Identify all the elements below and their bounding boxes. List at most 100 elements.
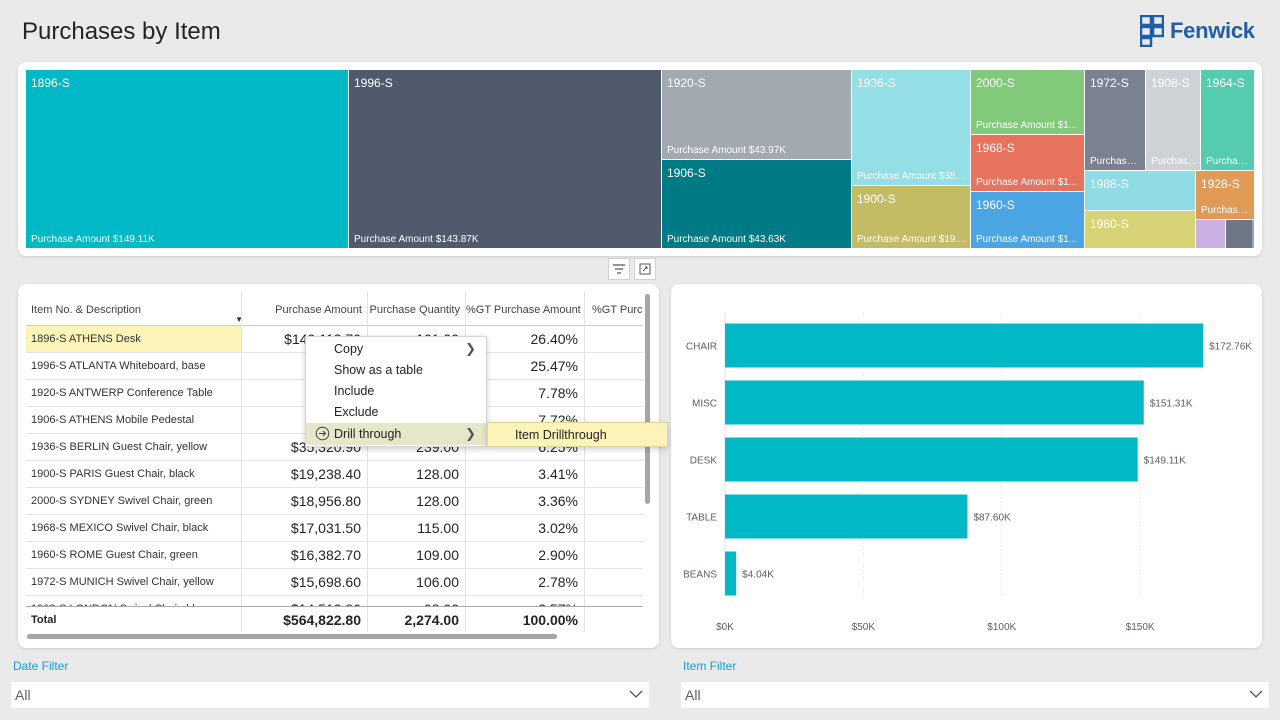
row-description: 1908-S LONDON Swivel Chair, blue: [26, 596, 242, 606]
treemap-tile-label: 1968-S: [976, 141, 1015, 155]
column-header-quantity[interactable]: Purchase Quantity: [368, 292, 466, 326]
table-row[interactable]: 1900-S PARIS Guest Chair, black $19,238.4…: [26, 461, 643, 488]
row-pct-amount: 3.02%: [466, 515, 585, 541]
table-row[interactable]: 2000-S SYDNEY Swivel Chair, green $18,956…: [26, 488, 643, 515]
treemap-tile-value: Purchase Amount $1...: [976, 120, 1078, 131]
chevron-down-icon: [1249, 686, 1263, 702]
treemap-tile[interactable]: 1996-S Purchase Amount $143.87K: [349, 70, 662, 249]
filter-icon[interactable]: [608, 258, 630, 280]
bar-chart-visual[interactable]: $0K $50K $100K $150K CHAIR $172.76K MISC $151.3…: [671, 284, 1262, 648]
bar-value-label: $87.60K: [973, 513, 1011, 524]
treemap-tile[interactable]: 1972-S Purchase ...: [1085, 70, 1146, 171]
row-description: 1936-S BERLIN Guest Chair, yellow: [26, 434, 242, 460]
sort-descending-icon[interactable]: ▼: [235, 315, 241, 324]
menu-item-label: Drill through: [334, 427, 402, 441]
bar[interactable]: [725, 380, 1144, 425]
focus-mode-icon[interactable]: [634, 258, 656, 280]
table-row[interactable]: 1960-S ROME Guest Chair, green $16,382.70…: [26, 542, 643, 569]
treemap-tile-label: 1936-S: [857, 76, 896, 90]
treemap-tile[interactable]: 1968-S Purchase Amount $1...: [971, 135, 1085, 192]
table-row[interactable]: 1908-S LONDON Swivel Chair, blue$14,513.…: [26, 596, 643, 606]
treemap-tile-value: Purchase...: [1201, 205, 1251, 216]
vertical-scrollbar[interactable]: [645, 294, 650, 504]
column-header-amount[interactable]: Purchase Amount: [242, 292, 368, 326]
bar[interactable]: [725, 494, 968, 539]
total-label: Total: [26, 607, 242, 632]
treemap-tile-value: Purchase Amount $1...: [976, 234, 1078, 245]
date-filter-value: All: [15, 687, 31, 703]
row-pct-amount: 26.40%: [466, 326, 585, 352]
menu-item-show-as-table[interactable]: Show as a table: [306, 359, 488, 380]
treemap-tile-label: 1906-S: [667, 166, 706, 180]
treemap-tile[interactable]: [1252, 220, 1255, 249]
x-tick-label: $150K: [1126, 622, 1155, 633]
row-amount: $18,956.80: [242, 488, 368, 514]
row-amount: $15,698.60: [242, 569, 368, 595]
treemap-tile-value: Purchas...: [1206, 156, 1251, 167]
treemap-tile[interactable]: 1964-S Purchas...: [1201, 70, 1255, 171]
treemap-tile[interactable]: 1908-S Purchas...: [1146, 70, 1201, 171]
treemap-tile-value: Purchase Amount $19....: [857, 234, 967, 245]
table-total-row: Total $564,822.80 2,274.00 100.00%: [26, 606, 643, 632]
row-description: 2000-S SYDNEY Swivel Chair, green: [26, 488, 242, 514]
total-amount: $564,822.80: [242, 607, 368, 632]
treemap-tile[interactable]: 1900-S Purchase Amount $19....: [852, 186, 971, 249]
row-pct-quantity: [585, 461, 643, 487]
treemap-tile[interactable]: [1226, 220, 1255, 249]
bar-chart: $0K $50K $100K $150K CHAIR $172.76K MISC $151.3…: [683, 312, 1252, 633]
column-header-pct-quantity[interactable]: %GT Purch: [585, 292, 643, 326]
treemap-tile[interactable]: 1906-S Purchase Amount $43.63K: [662, 160, 852, 249]
treemap-tile[interactable]: 1896-S Purchase Amount $149.11K: [26, 70, 349, 249]
row-quantity: 128.00: [368, 461, 466, 487]
treemap-tile[interactable]: 1980-S: [1085, 211, 1196, 249]
x-tick-label: $50K: [852, 622, 876, 633]
column-header-description[interactable]: Item No. & Description ▼: [26, 292, 242, 326]
column-header-label: %GT Purchase Amount: [466, 304, 581, 316]
bar[interactable]: [725, 323, 1204, 368]
row-pct-quantity: [585, 353, 643, 379]
bar[interactable]: [725, 437, 1138, 482]
menu-item-drill-through[interactable]: Drill through ❯: [306, 423, 488, 445]
treemap-tile[interactable]: 1988-S: [1085, 171, 1196, 211]
submenu-item-drillthrough[interactable]: Item Drillthrough: [487, 422, 668, 447]
treemap-visual[interactable]: 1896-S Purchase Amount $149.11K 1996-S Purc…: [18, 62, 1262, 256]
horizontal-scrollbar[interactable]: [27, 634, 557, 639]
row-description: 1968-S MEXICO Swivel Chair, black: [26, 515, 242, 541]
row-pct-amount: 7.78%: [466, 380, 585, 406]
treemap-tile-label: 1900-S: [857, 192, 896, 206]
row-quantity: 98.00: [368, 596, 466, 606]
treemap-tile-label: 1964-S: [1206, 76, 1245, 90]
row-pct-quantity: [585, 380, 643, 406]
menu-item-copy[interactable]: Copy ❯: [306, 338, 488, 359]
logo-text: Fenwick: [1170, 18, 1255, 43]
y-tick-label: TABLE: [686, 513, 717, 524]
column-header-pct-amount[interactable]: %GT Purchase Amount: [466, 292, 585, 326]
chevron-right-icon: ❯: [465, 426, 476, 441]
item-filter-dropdown[interactable]: All: [681, 682, 1269, 708]
column-header-label: Purchase Amount: [275, 304, 362, 316]
y-tick-label: MISC: [692, 399, 717, 410]
bar-value-label: $4.04K: [742, 570, 774, 581]
visual-header-icons: [608, 258, 656, 280]
row-quantity: 109.00: [368, 542, 466, 568]
treemap-tile[interactable]: 2000-S Purchase Amount $1...: [971, 70, 1085, 135]
bar[interactable]: [725, 551, 737, 596]
table-row[interactable]: 1972-S MUNICH Swivel Chair, yellow $15,69…: [26, 569, 643, 596]
treemap-tile-value: Purchase Amount $43.97K: [667, 145, 786, 156]
treemap-tile[interactable]: 1960-S Purchase Amount $1...: [971, 192, 1085, 249]
treemap-tile-label: 1996-S: [354, 76, 393, 90]
bar-value-label: $151.31K: [1150, 399, 1193, 410]
date-filter-dropdown[interactable]: All: [11, 682, 649, 708]
treemap-tile[interactable]: [1196, 220, 1226, 249]
row-pct-amount: 2.57%: [466, 596, 585, 606]
total-pct-quantity: [585, 607, 643, 632]
x-tick-label: $0K: [716, 622, 734, 633]
menu-item-include[interactable]: Include: [306, 380, 488, 401]
treemap-tile-value: Purchase Amount $43.63K: [667, 234, 786, 245]
menu-item-label: Copy: [334, 341, 364, 356]
treemap-tile[interactable]: 1920-S Purchase Amount $43.97K: [662, 70, 852, 160]
treemap-tile[interactable]: 1936-S Purchase Amount $35....: [852, 70, 971, 186]
table-row[interactable]: 1968-S MEXICO Swivel Chair, black $17,031…: [26, 515, 643, 542]
treemap-tile[interactable]: 1928-S Purchase...: [1196, 171, 1255, 220]
menu-item-exclude[interactable]: Exclude: [306, 401, 488, 422]
